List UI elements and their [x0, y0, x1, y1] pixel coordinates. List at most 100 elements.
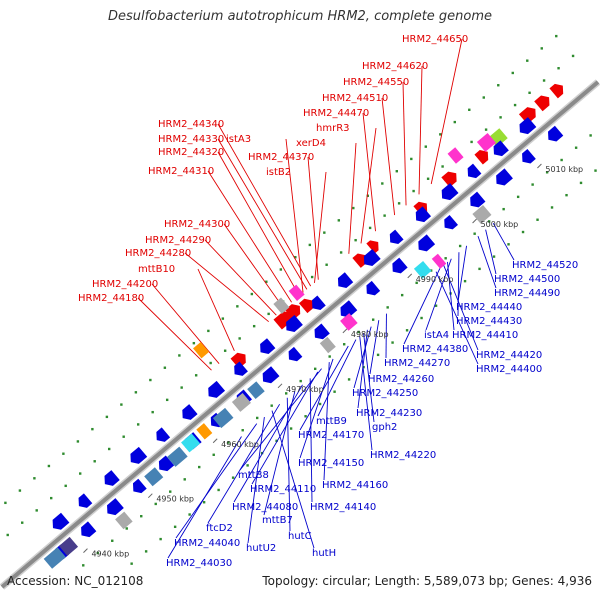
- reverse-gene: [130, 446, 148, 464]
- gene-labels: HRM2_44650 HRM2_44620 HRM2_44550 HRM2_44510…: [78, 34, 578, 569]
- leader-line: [425, 258, 452, 331]
- feature-dot: [111, 539, 114, 542]
- feature-dot: [279, 268, 283, 271]
- feature-dot: [183, 478, 186, 481]
- feature-dot: [565, 193, 568, 197]
- gene-label: HRM2_44200: [92, 279, 158, 290]
- gene-label: mttB10: [138, 264, 175, 275]
- feature-dot: [241, 429, 244, 432]
- gene-label: HRM2_44380: [402, 344, 468, 355]
- feature-dot: [4, 501, 7, 505]
- reverse-gene: [496, 168, 513, 186]
- feature-dot: [221, 317, 225, 320]
- feature-dot: [209, 361, 212, 365]
- tick-label: 5000 kbp: [481, 220, 519, 229]
- feature-dot: [458, 244, 462, 248]
- leader-line: [251, 371, 319, 485]
- feature-dot: [47, 464, 51, 468]
- feature-dot: [134, 391, 138, 394]
- feature-dot: [289, 427, 293, 430]
- gene-label: xerD4: [296, 138, 326, 149]
- feature-dot: [415, 281, 418, 285]
- tick-label: 4970 kbp: [286, 385, 324, 394]
- forward-gene: [352, 253, 367, 268]
- feature-dot: [502, 207, 505, 211]
- tick-label: 4940 kbp: [91, 550, 129, 559]
- feature-dot: [550, 206, 554, 209]
- feature-dot: [144, 550, 148, 553]
- leader-line: [477, 235, 497, 289]
- colored-gene: [115, 511, 133, 530]
- reverse-gene: [107, 498, 124, 516]
- gene-label: HRM2_44470: [303, 108, 369, 119]
- genome-summary-text: Topology: circular; Length: 5,589,073 bp…: [262, 574, 592, 588]
- reverse-gene: [182, 404, 198, 420]
- feature-dot: [173, 525, 177, 529]
- leader-line: [207, 403, 281, 524]
- gene-label: HRM2_44490: [494, 288, 560, 299]
- feature-dot: [212, 453, 215, 456]
- reverse-gene: [132, 478, 147, 494]
- tick-mark: [472, 218, 477, 224]
- colored-gene: [144, 467, 164, 487]
- feature-dot: [441, 165, 444, 168]
- gene-label: HRM2_44140: [310, 502, 376, 513]
- feature-dot: [482, 96, 485, 99]
- tick-mark: [537, 163, 542, 169]
- leader-line: [217, 138, 308, 290]
- reverse-gene: [340, 300, 358, 318]
- feature-dot: [594, 169, 597, 172]
- reverse-gene: [493, 140, 509, 157]
- forward-gene: [298, 298, 313, 314]
- feature-dot: [410, 157, 413, 161]
- feature-dot: [453, 120, 456, 124]
- colored-gene: [58, 536, 79, 556]
- feature-dot: [507, 243, 510, 246]
- feature-dot: [579, 181, 583, 185]
- feature-dot: [313, 367, 317, 371]
- reverse-gene: [548, 125, 564, 142]
- colored-gene: [472, 204, 492, 224]
- feature-dot: [521, 230, 525, 234]
- gene-label: HRM2_44300: [164, 219, 230, 230]
- feature-dot: [342, 343, 346, 346]
- feature-dot: [256, 416, 259, 420]
- feature-dot: [371, 318, 375, 321]
- feature-dot: [120, 403, 123, 406]
- feature-dot: [304, 415, 307, 418]
- gene-label: istA3: [226, 134, 251, 145]
- feature-dot: [376, 353, 380, 357]
- leader-line: [447, 261, 455, 331]
- feature-dot: [574, 146, 578, 149]
- feature-dot: [513, 103, 517, 107]
- colored-gene: [43, 547, 66, 569]
- colored-gene: [431, 253, 447, 269]
- gene-label: HRM2_44220: [370, 450, 436, 461]
- forward-gene: [441, 171, 457, 188]
- feature-dot: [163, 366, 167, 369]
- feature-dot: [270, 404, 273, 407]
- feature-dot: [487, 220, 491, 223]
- feature-dot: [78, 472, 82, 475]
- feature-dot: [540, 47, 543, 50]
- feature-dot: [250, 292, 254, 296]
- leader-line: [197, 268, 235, 351]
- forward-gene: [273, 297, 290, 314]
- gene-label: HRM2_44410: [452, 330, 518, 341]
- gene-label: HRM2_44520: [512, 260, 578, 271]
- leader-line: [457, 252, 460, 317]
- reverse-gene: [104, 470, 120, 486]
- gene-label: HRM2_44080: [232, 502, 298, 513]
- feature-dot: [325, 263, 328, 266]
- gene-label: mttB9: [316, 416, 347, 427]
- colored-gene: [340, 313, 358, 331]
- tick-mark: [407, 273, 413, 279]
- gene-label: HRM2_44260: [368, 374, 434, 385]
- tick-label: 5010 kbp: [545, 165, 583, 174]
- feature-dot: [484, 128, 488, 131]
- gene-label: HRM2_44040: [174, 538, 240, 549]
- reverse-gene: [286, 314, 303, 332]
- tick-mark: [212, 438, 218, 444]
- leader-line: [402, 81, 407, 206]
